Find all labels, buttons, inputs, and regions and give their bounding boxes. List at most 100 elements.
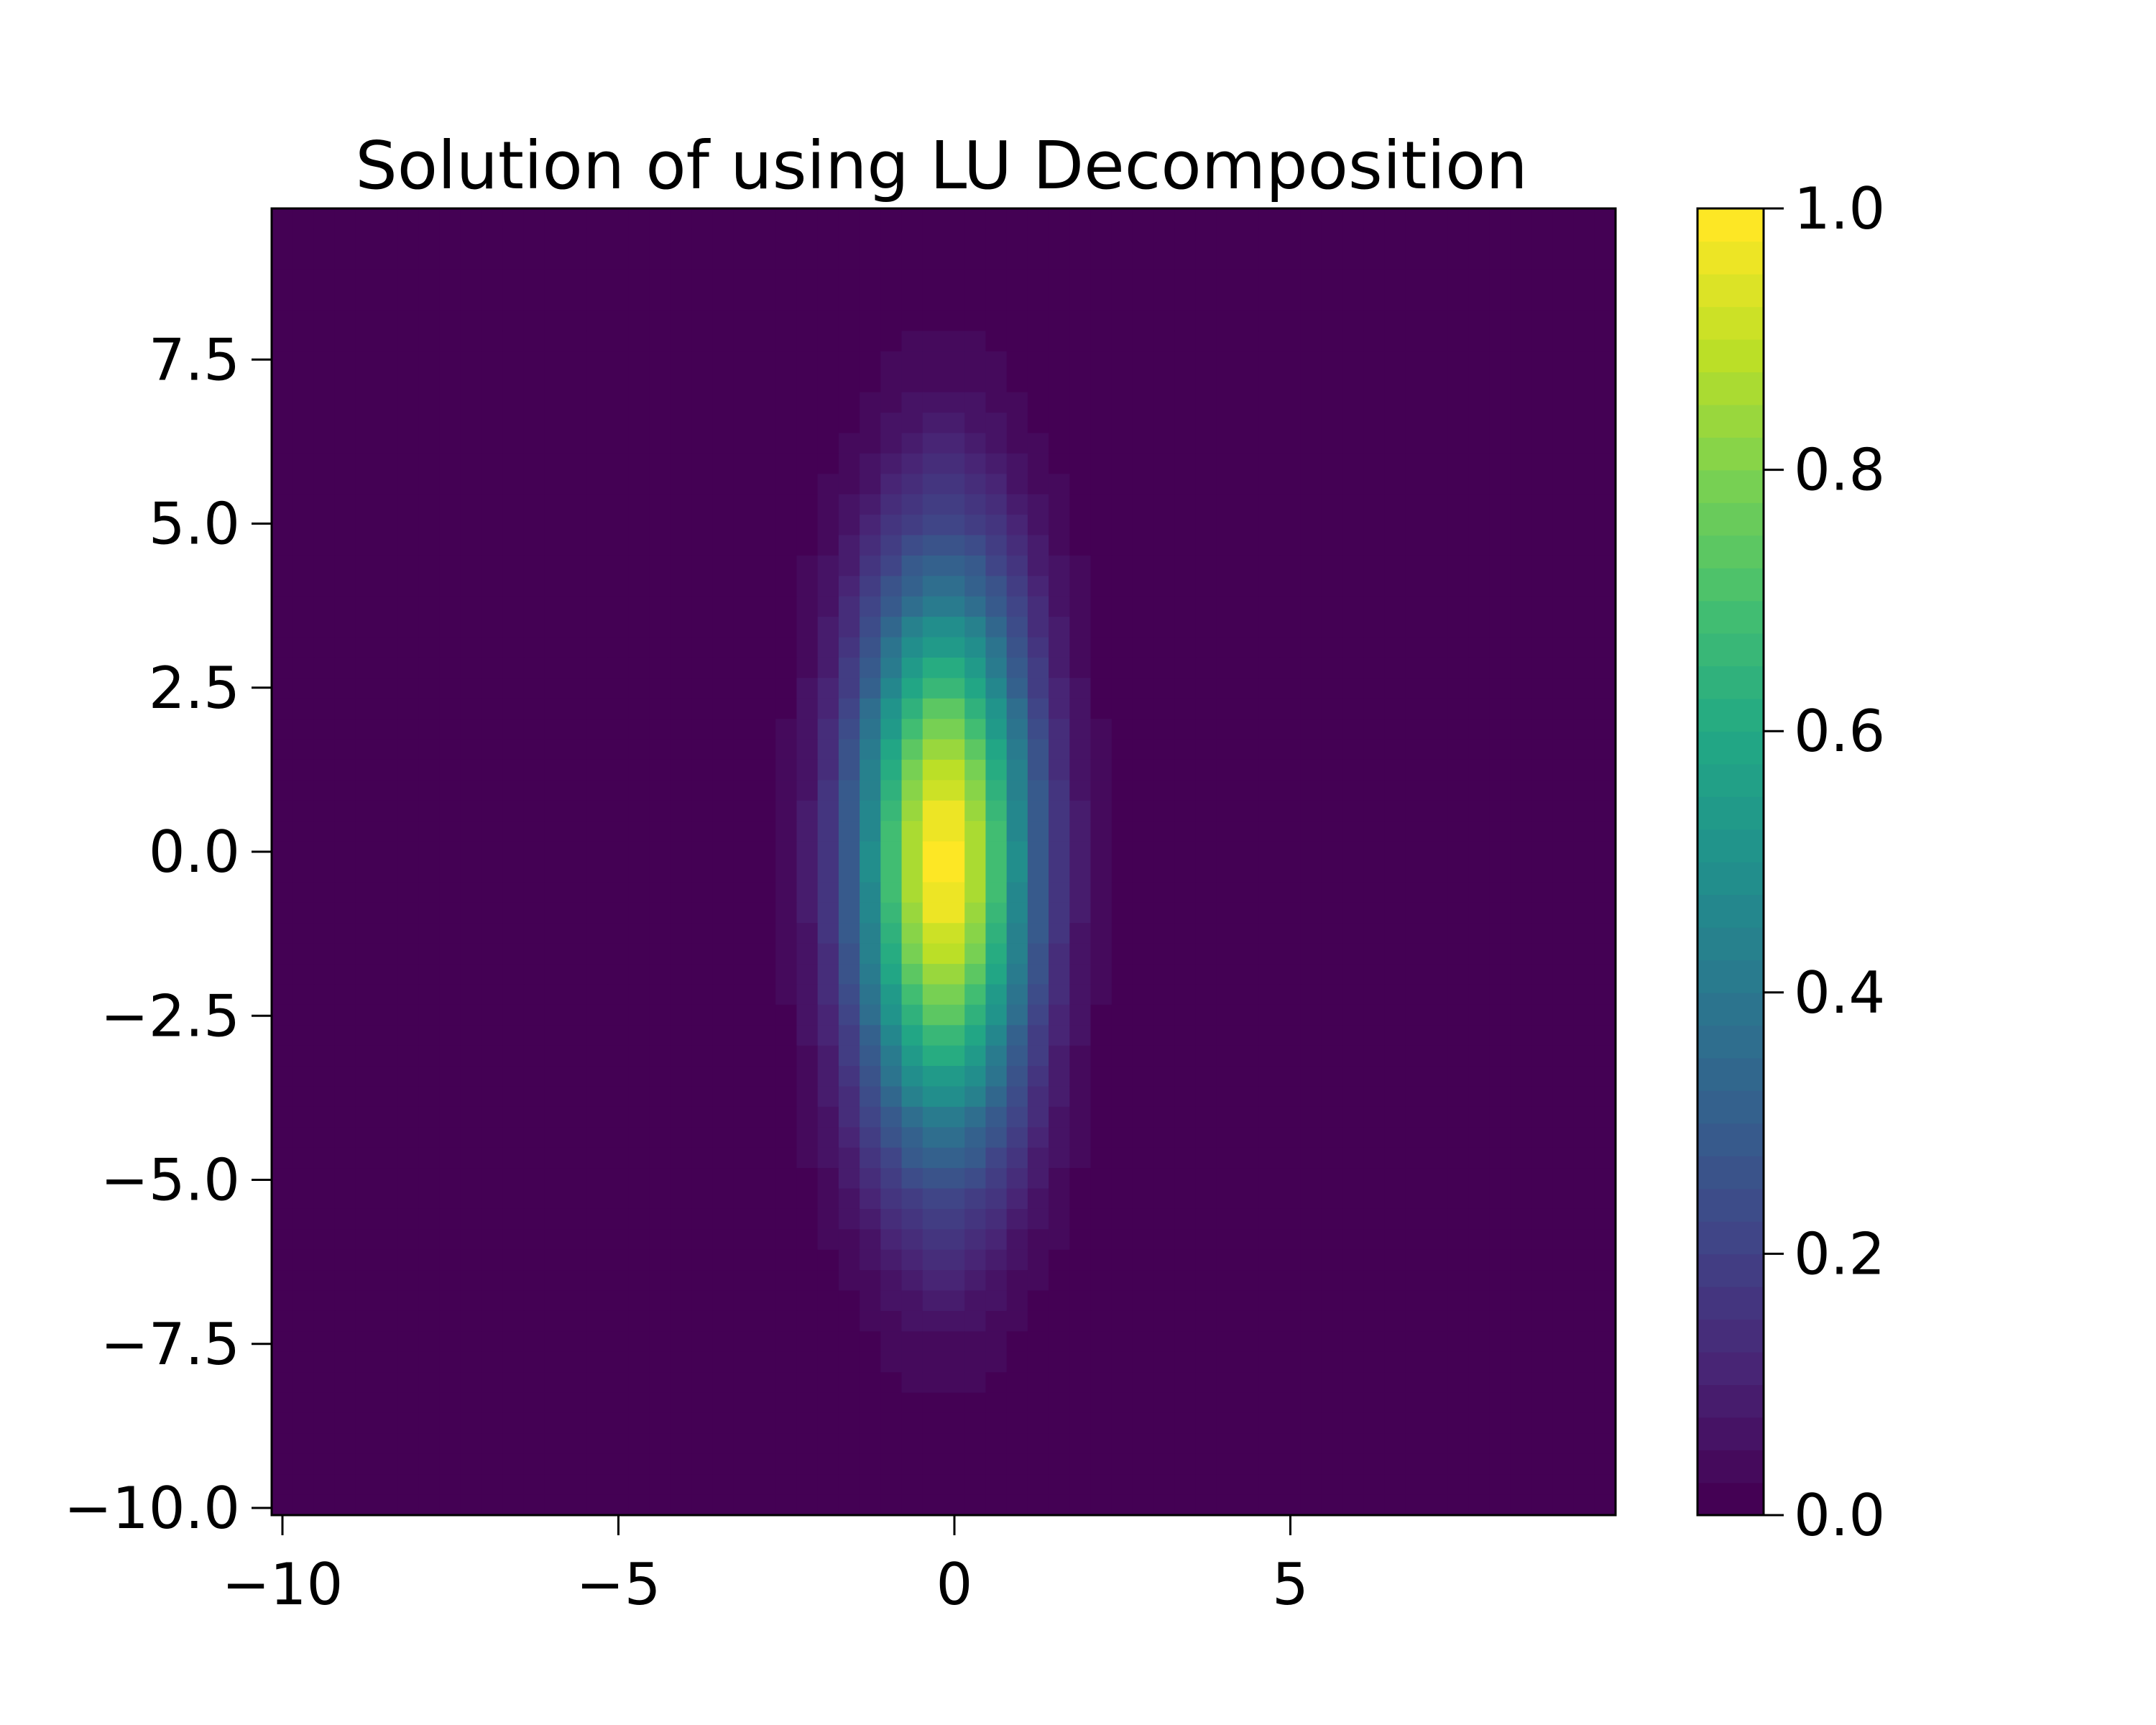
heatmap-cell [355,229,377,250]
heatmap-cell [1363,1392,1386,1414]
heatmap-cell [586,372,609,393]
heatmap-cell [1321,1004,1343,1026]
heatmap-cell [586,678,609,699]
heatmap-cell [817,882,839,903]
heatmap-cell [922,515,944,536]
heatmap-cell [439,392,461,413]
heatmap-cell [1195,453,1217,474]
heatmap-cell [1468,1392,1491,1414]
heatmap-cell [502,1086,525,1108]
heatmap-cell [1384,392,1406,413]
heatmap-cell [1027,1249,1049,1271]
heatmap-cell [418,800,441,822]
heatmap-cell [586,759,609,781]
heatmap-cell [880,331,903,352]
heatmap-cell [1111,310,1133,332]
heatmap-cell [607,943,630,965]
heatmap-cell [334,862,356,883]
colorbar-frame [1696,207,1765,1517]
heatmap-cell [817,576,839,597]
heatmap-cell [292,862,315,883]
heatmap-cell [901,943,923,965]
heatmap-cell [1006,1249,1028,1271]
heatmap-cell [1531,637,1553,658]
heatmap-cell [482,923,504,944]
heatmap-cell [1342,882,1364,903]
heatmap-cell [944,1168,965,1190]
heatmap-cell [1300,351,1322,372]
heatmap-cell [1195,351,1217,372]
heatmap-cell [1216,719,1238,740]
heatmap-cell [1531,1351,1553,1373]
heatmap-cell [355,862,377,883]
heatmap-cell [272,535,293,556]
colorbar-band [1697,567,1764,602]
heatmap-cell [901,1106,923,1128]
heatmap-cell [482,617,504,638]
heatmap-cell [649,1004,671,1026]
heatmap-cell [586,1392,609,1414]
heatmap-cell [985,719,1008,740]
heatmap-cell [1195,1290,1217,1312]
heatmap-cell [860,964,881,985]
heatmap-cell [712,1270,734,1292]
heatmap-cell [1427,821,1448,842]
heatmap-cell [1300,1106,1322,1128]
heatmap-cell [880,1168,903,1190]
heatmap-cell [1195,780,1217,801]
heatmap-cell [775,494,798,515]
heatmap-cell [397,678,420,699]
heatmap-cell [733,1331,755,1353]
heatmap-cell [1153,617,1176,638]
heatmap-cell [860,943,881,965]
heatmap-cell [880,576,903,597]
heatmap-cell [1405,657,1427,678]
heatmap-cell [1006,433,1028,454]
heatmap-cell [1049,1331,1070,1353]
heatmap-cell [1090,678,1112,699]
heatmap-cell [272,1412,293,1434]
heatmap-cell [377,739,398,760]
colorbar: 0.00.20.40.60.81.0 [1696,175,1885,1549]
heatmap-cell [418,657,441,678]
heatmap-cell [523,249,545,270]
heatmap-cell [1384,1168,1406,1190]
heatmap-cell [628,800,650,822]
heatmap-cell [1069,1127,1092,1149]
heatmap-cell [922,841,944,862]
heatmap-cell [523,1188,545,1210]
heatmap-cell [439,841,461,862]
heatmap-cell [1216,433,1238,454]
heatmap-cell [733,555,755,576]
heatmap-cell [1049,392,1070,413]
heatmap-cell [901,1270,923,1292]
heatmap-cell [755,1412,776,1434]
heatmap-cell [964,1412,987,1434]
colorbar-band [1697,339,1764,373]
heatmap-cell [1531,1168,1553,1190]
heatmap-cell [1132,290,1154,311]
heatmap-cell [1427,1270,1448,1292]
heatmap-cell [817,637,839,658]
heatmap-cell [1174,759,1197,781]
heatmap-cell [272,1290,293,1312]
heatmap-cell [712,474,734,495]
heatmap-cell [1552,841,1575,862]
heatmap-cell [313,719,336,740]
heatmap-cell [1489,1004,1511,1026]
heatmap-cell [334,1066,356,1087]
heatmap-cell [671,1106,692,1128]
heatmap-cell [755,1208,776,1230]
heatmap-cell [1510,372,1532,393]
heatmap-cell [733,637,755,658]
heatmap-cell [775,1433,798,1455]
heatmap-cell [860,249,881,270]
heatmap-cell [817,617,839,638]
heatmap-cell [1153,1045,1176,1067]
heatmap-cell [1069,392,1092,413]
heatmap-cell [838,719,860,740]
heatmap-cell [502,1392,525,1414]
heatmap-cell [1153,1229,1176,1251]
heatmap-cell [1447,1188,1470,1210]
